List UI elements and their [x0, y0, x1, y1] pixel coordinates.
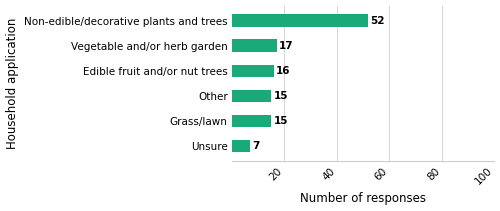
Text: 52: 52: [370, 16, 385, 26]
Text: 16: 16: [276, 66, 290, 76]
X-axis label: Number of responses: Number of responses: [300, 192, 426, 206]
Bar: [232, 14, 368, 27]
Bar: [232, 90, 272, 102]
Text: 7: 7: [252, 141, 260, 151]
Bar: [232, 39, 276, 52]
Text: 15: 15: [274, 116, 288, 126]
Bar: [232, 140, 250, 152]
Y-axis label: Household application: Household application: [6, 18, 18, 149]
Text: 17: 17: [278, 41, 293, 51]
Bar: [232, 115, 272, 127]
Bar: [232, 65, 274, 77]
Text: 15: 15: [274, 91, 288, 101]
